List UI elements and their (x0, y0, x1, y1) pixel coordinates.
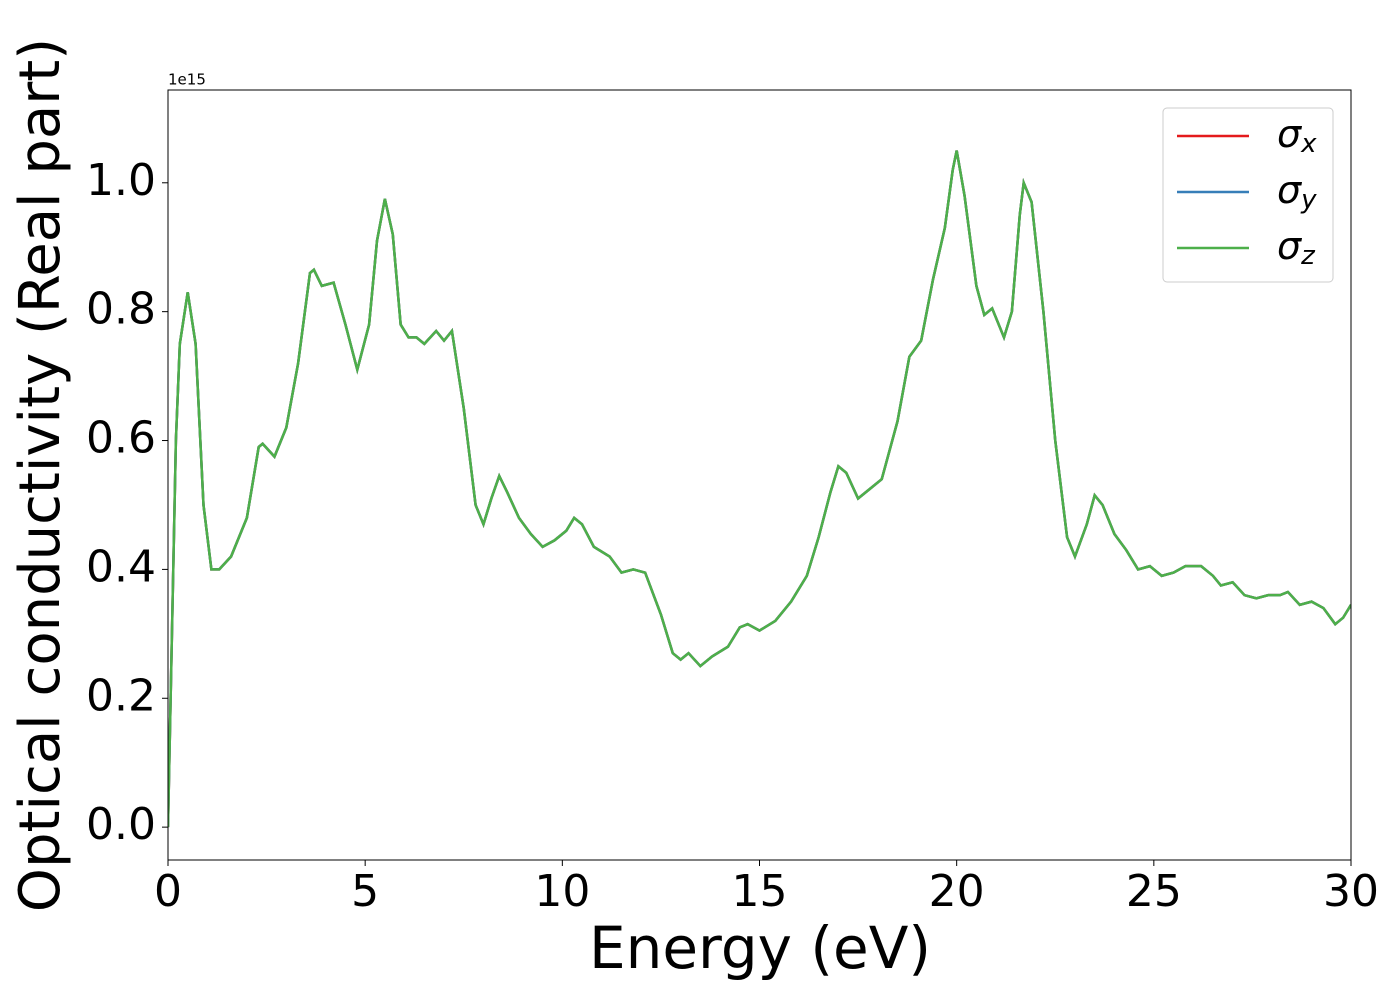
y-axis-label: Optical conductivity (Real part) (8, 38, 73, 912)
legend-label: σz (1277, 224, 1316, 271)
x-tick-label: 0 (154, 866, 182, 917)
y-tick-label: 0.2 (86, 670, 156, 721)
y-tick-label: 1.0 (86, 155, 156, 206)
y-tick-label: 0.0 (86, 799, 156, 850)
y-tick-label: 0.6 (86, 413, 156, 464)
x-tick-label: 30 (1323, 866, 1379, 917)
legend-box (1162, 107, 1334, 283)
x-tick-label: 10 (534, 866, 590, 917)
legend-label: σx (1277, 112, 1317, 159)
legend-label: σy (1277, 168, 1317, 215)
x-tick-label: 20 (929, 866, 985, 917)
x-tick-label: 15 (732, 866, 788, 917)
x-tick-label: 25 (1126, 866, 1182, 917)
x-tick-label: 5 (351, 866, 379, 917)
line-series (168, 150, 1351, 828)
x-axis-label: Energy (eV) (589, 914, 931, 982)
plot-frame (167, 89, 1352, 861)
y-tick-label: 0.4 (86, 541, 156, 592)
offset-label: 1e15 (168, 71, 206, 89)
y-tick-label: 0.8 (86, 284, 156, 335)
